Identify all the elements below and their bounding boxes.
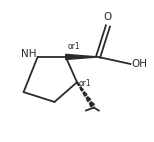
Polygon shape: [66, 54, 98, 59]
Text: or1: or1: [67, 42, 80, 51]
Polygon shape: [86, 97, 91, 102]
Polygon shape: [77, 82, 80, 86]
Polygon shape: [83, 92, 87, 96]
Polygon shape: [80, 87, 83, 91]
Text: O: O: [104, 12, 112, 22]
Text: or1: or1: [78, 79, 91, 88]
Polygon shape: [90, 102, 94, 107]
Text: OH: OH: [132, 59, 148, 69]
Text: NH: NH: [21, 49, 36, 59]
